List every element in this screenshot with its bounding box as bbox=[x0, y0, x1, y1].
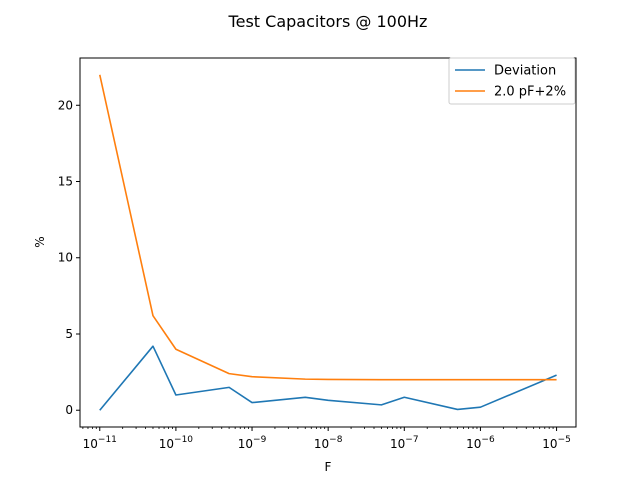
y-axis: 0 5 10 15 20 bbox=[58, 98, 80, 417]
y-tick-label: 5 bbox=[65, 327, 73, 341]
x-tick-label: 10−10 bbox=[159, 435, 194, 451]
y-tick-label: 10 bbox=[58, 251, 73, 265]
y-tick-label: 15 bbox=[58, 175, 73, 189]
plot-area bbox=[79, 57, 577, 428]
x-axis: 10−11 10−10 10−9 10−8 10−7 10−6 10−5 bbox=[82, 427, 571, 451]
chart-title: Test Capacitors @ 100Hz bbox=[228, 12, 428, 31]
x-tick-label: 10−8 bbox=[314, 435, 343, 451]
y-tick-label: 20 bbox=[58, 98, 73, 112]
series-line bbox=[98, 74, 557, 381]
x-tick-label: 10−9 bbox=[238, 435, 267, 451]
y-tick-label: 0 bbox=[65, 403, 73, 417]
plot-frame bbox=[79, 57, 577, 428]
series-line bbox=[99, 345, 557, 411]
y-axis-label: % bbox=[33, 236, 47, 247]
legend: Deviation 2.0 pF+2% bbox=[448, 57, 576, 105]
legend-entry-label: 2.0 pF+2% bbox=[494, 85, 566, 100]
x-axis-label: F bbox=[325, 460, 332, 474]
x-tick-label: 10−7 bbox=[390, 435, 419, 451]
x-tick-label: 10−6 bbox=[466, 435, 495, 451]
series-layer bbox=[98, 74, 557, 411]
x-tick-label: 10−5 bbox=[542, 435, 571, 451]
legend-entry-label: Deviation bbox=[494, 64, 556, 79]
x-tick-label: 10−11 bbox=[83, 435, 117, 451]
